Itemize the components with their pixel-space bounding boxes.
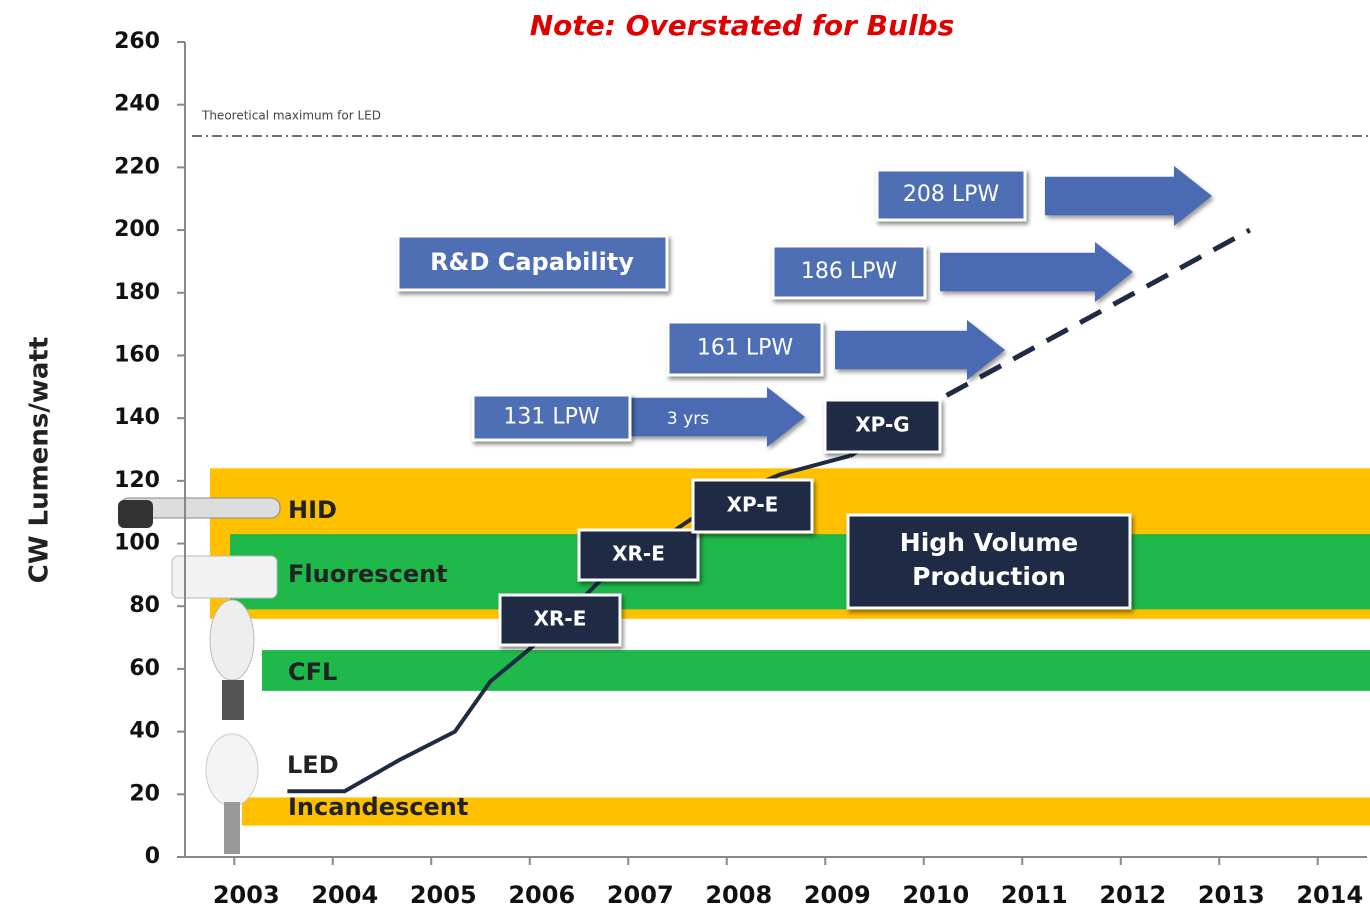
x-tick-label: 2011 [1001, 881, 1068, 909]
incandescent-base [224, 802, 240, 854]
y-tick-label: 200 [114, 217, 160, 242]
y-tick-label: 220 [114, 154, 160, 179]
rd-label: R&D Capability [430, 248, 634, 276]
arrow [940, 242, 1133, 302]
lpw-label: 186 LPW [801, 259, 898, 284]
y-tick-label: 260 [114, 29, 160, 54]
arrow-label: 3 yrs [667, 409, 709, 429]
band-label: CFL [288, 658, 337, 686]
reference-label: Theoretical maximum for LED [201, 109, 381, 123]
series-label: LED [287, 751, 339, 779]
band-label: HID [288, 496, 337, 524]
band [242, 797, 1370, 826]
x-tick-label: 2014 [1296, 881, 1363, 909]
y-tick-label: 120 [114, 468, 160, 493]
arrow [630, 387, 805, 447]
lpw-box [471, 393, 632, 442]
y-tick-label: 240 [114, 92, 160, 117]
x-tick-label: 2013 [1198, 881, 1265, 909]
lamp-icons [118, 497, 281, 854]
volume-label: High Volume [900, 528, 1078, 557]
chip-label: XR-E [534, 607, 587, 631]
x-tick-label: 2009 [804, 881, 871, 909]
y-tick-label: 0 [145, 844, 160, 869]
chip-box [691, 478, 814, 534]
x-tick-label: 2010 [902, 881, 969, 909]
x-tick-label: 2007 [607, 881, 674, 909]
band-label: Fluorescent [288, 560, 448, 588]
annotations: HID Fluorescent CFL Incandescent LED 131 LPW 1… [287, 166, 1212, 821]
y-tick-label: 100 [114, 531, 160, 556]
y-tick-label: 180 [114, 280, 160, 305]
lpw-box [875, 168, 1027, 222]
cfl-base [222, 680, 244, 720]
x-tick-label: 2005 [410, 881, 477, 909]
band-label: Incandescent [288, 793, 468, 821]
chart-title: Note: Overstated for Bulbs [530, 9, 955, 42]
y-tick-label: 60 [129, 656, 160, 681]
lpw-box [666, 320, 824, 377]
chip-label: XP-E [727, 493, 779, 517]
fluorescent-icon [171, 555, 278, 599]
y-axis-label: CW Lumens/watt [25, 337, 55, 584]
volume-box [846, 513, 1132, 610]
lpw-label: 131 LPW [503, 405, 600, 430]
y-tick-label: 40 [129, 719, 160, 744]
chip-label: XP-G [855, 413, 909, 437]
band [230, 534, 1370, 610]
lpw-label: 161 LPW [697, 336, 794, 361]
x-tick-label: 2006 [508, 881, 575, 909]
hid-lamp-base [118, 500, 153, 528]
volume-label: Production [912, 562, 1066, 591]
x-tick-label: 2003 [213, 881, 280, 909]
arrow [1045, 166, 1212, 226]
axes: 0 20 40 60 80 100 120 140 160 180 200 220 240 260 2003… [114, 29, 1370, 909]
y-tick-label: 160 [114, 342, 160, 367]
band [262, 650, 1370, 691]
x-tick-label: 2004 [311, 881, 378, 909]
chip-label: XR-E [612, 542, 665, 566]
x-tick-label: 2012 [1099, 881, 1166, 909]
chip-box [823, 398, 942, 454]
lpw-label: 208 LPW [903, 182, 1000, 207]
y-tick-label: 140 [114, 405, 160, 430]
y-tick-label: 80 [129, 593, 160, 618]
chip-box [577, 528, 700, 582]
cfl-icon [209, 599, 255, 681]
y-tick-label: 20 [129, 781, 160, 806]
x-tick-label: 2008 [705, 881, 772, 909]
incandescent-icon [205, 733, 259, 807]
rd-box [396, 234, 669, 292]
arrow [835, 320, 1005, 380]
lpw-box [771, 244, 927, 300]
chip-box [498, 593, 622, 647]
